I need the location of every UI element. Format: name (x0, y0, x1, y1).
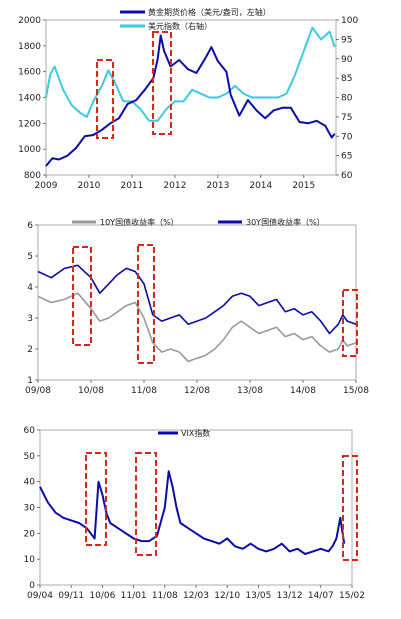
c3-x-tick-label: 13/05 (245, 591, 271, 601)
c3-y-tick-label: 10 (24, 555, 36, 565)
c1-legend-label-gold: 黄金期货价格（美元/盎司，左轴） (148, 7, 271, 17)
c1-x-tick-label: 2012 (163, 181, 186, 191)
c1-right-tick-label: 80 (341, 94, 353, 104)
c1-x-tick-label: 2010 (78, 181, 101, 191)
c2-y-tick-label: 3 (27, 314, 33, 324)
c2-x-tick-label: 11/08 (131, 386, 157, 396)
c1-x-tick-label: 2015 (292, 181, 315, 191)
c3-x-tick-label: 15/02 (339, 591, 365, 601)
c3-y-tick-label: 0 (29, 581, 35, 591)
c1-right-tick-label: 90 (341, 55, 353, 65)
c2-x-tick-label: 13/08 (237, 386, 263, 396)
c2-highlight-box-2010 (72, 246, 92, 346)
c1-left-tick-label: 1600 (18, 68, 41, 78)
c1-left-tick-label: 1000 (18, 145, 41, 155)
c2-y-tick-label: 6 (27, 221, 33, 231)
c1-gold-price-line (45, 34, 336, 167)
c2-legend-label-10y: 10Y国债收益率（%） (100, 217, 179, 227)
c3-highlight-box-2010 (85, 452, 107, 546)
c3-y-tick-label: 60 (24, 426, 36, 436)
c1-highlight-box-2011 (152, 31, 172, 135)
c3-x-tick-label: 09/11 (58, 591, 84, 601)
c2-highlight-box-2015 (342, 289, 358, 357)
c3-x-tick-label: 13/12 (277, 591, 303, 601)
c3-x-tick-label: 10/06 (89, 591, 115, 601)
c1-right-tick-label: 100 (341, 16, 358, 26)
c3-legend-label-vix: VIX指数 (181, 428, 210, 438)
c2-y-tick-label: 5 (27, 252, 33, 262)
c3-vix-line (39, 470, 346, 555)
c2-y-tick-label: 2 (27, 345, 33, 355)
c3-x-tick-label: 09/04 (27, 591, 53, 601)
c1-x-tick-label: 2013 (206, 181, 229, 191)
c2-x-tick-label: 14/08 (290, 386, 316, 396)
c1-right-tick-label: 70 (341, 132, 353, 142)
c1-left-tick-label: 1200 (18, 119, 41, 129)
c3-x-tick-label: 14/07 (308, 591, 334, 601)
c1-x-tick-label: 2009 (35, 181, 58, 191)
c2-legend-label-30y: 30Y国债收益率（%） (246, 217, 325, 227)
c1-right-tick-label: 60 (341, 171, 353, 181)
c2-x-tick-label: 12/08 (184, 386, 210, 396)
c3-y-tick-label: 40 (24, 478, 36, 488)
c2-30y-yield-line (37, 264, 357, 335)
c3-highlight-box-2011 (135, 452, 157, 556)
c3-x-tick-label: 11/01 (121, 591, 147, 601)
c1-left-tick-label: 1400 (18, 94, 41, 104)
c1-right-tick-label: 65 (341, 152, 352, 162)
c1-highlight-box-2010 (96, 59, 114, 139)
c3-y-tick-label: 20 (24, 529, 36, 539)
c1-plot-frame (45, 19, 337, 176)
c2-y-tick-label: 1 (27, 376, 33, 386)
c2-x-tick-label: 15/08 (343, 386, 369, 396)
c3-x-tick-label: 11/08 (152, 591, 178, 601)
c1-right-tick-label: 85 (341, 74, 352, 84)
c2-x-tick-label: 09/08 (25, 386, 51, 396)
c2-y-tick-label: 4 (27, 283, 33, 293)
c1-left-tick-label: 800 (24, 171, 41, 181)
c1-right-tick-label: 95 (341, 35, 352, 45)
c1-x-tick-label: 2011 (120, 181, 143, 191)
c1-left-tick-label: 2000 (18, 16, 41, 26)
c1-x-tick-label: 2014 (249, 181, 272, 191)
c1-dollar-index-line (45, 26, 336, 122)
c3-x-tick-label: 12/10 (214, 591, 240, 601)
c3-y-tick-label: 50 (24, 452, 36, 462)
c1-legend-label-dollar: 美元指数（右轴） (148, 21, 212, 31)
c2-10y-yield-line (37, 292, 357, 363)
c2-highlight-box-2011 (137, 244, 155, 364)
c1-left-tick-label: 1800 (18, 42, 41, 52)
c3-x-tick-label: 12/03 (183, 591, 209, 601)
c2-x-tick-label: 10/08 (78, 386, 104, 396)
c1-right-tick-label: 75 (341, 113, 352, 123)
c3-highlight-box-2015 (342, 455, 358, 561)
c3-y-tick-label: 30 (24, 504, 36, 514)
